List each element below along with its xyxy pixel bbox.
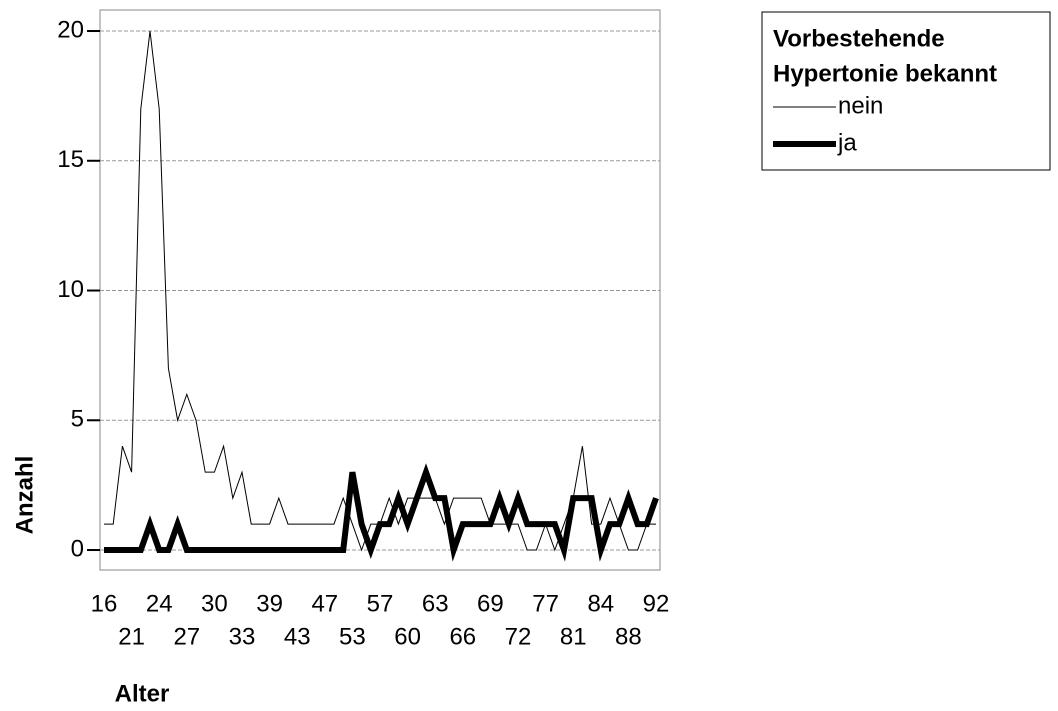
y-axis-label: Anzahl [11,456,38,535]
y-tick-label: 15 [57,146,84,173]
x-tick-label: 16 [91,590,118,617]
x-tick-label: 57 [367,590,394,617]
legend-title: Vorbestehende [773,25,945,52]
x-tick-label: 88 [615,623,642,650]
x-tick-label: 43 [284,623,311,650]
legend-title: Hypertonie bekannt [773,60,997,87]
y-tick-label: 10 [57,276,84,303]
x-tick-label: 30 [201,590,228,617]
x-tick-label: 66 [449,623,476,650]
x-tick-label: 47 [311,590,338,617]
x-tick-label: 84 [587,590,614,617]
x-tick-label: 24 [146,590,173,617]
y-tick-label: 0 [71,535,84,562]
y-tick-label: 20 [57,16,84,43]
x-tick-label: 92 [643,590,670,617]
x-tick-label: 77 [532,590,559,617]
y-tick-label: 5 [71,406,84,433]
series-line [104,463,659,562]
x-tick-label: 39 [256,590,283,617]
x-tick-label: 27 [173,623,200,650]
x-tick-label: 72 [505,623,532,650]
x-tick-label: 33 [229,623,256,650]
x-tick-label: 69 [477,590,504,617]
x-tick-label: 60 [394,623,421,650]
x-tick-label: 53 [339,623,366,650]
x-tick-label: 63 [422,590,449,617]
legend-label: nein [838,92,883,119]
legend-label: ja [837,129,857,156]
x-tick-label: 21 [118,623,145,650]
plot-frame [99,9,661,571]
x-axis-label: Alter [115,680,170,707]
x-tick-label: 81 [560,623,587,650]
